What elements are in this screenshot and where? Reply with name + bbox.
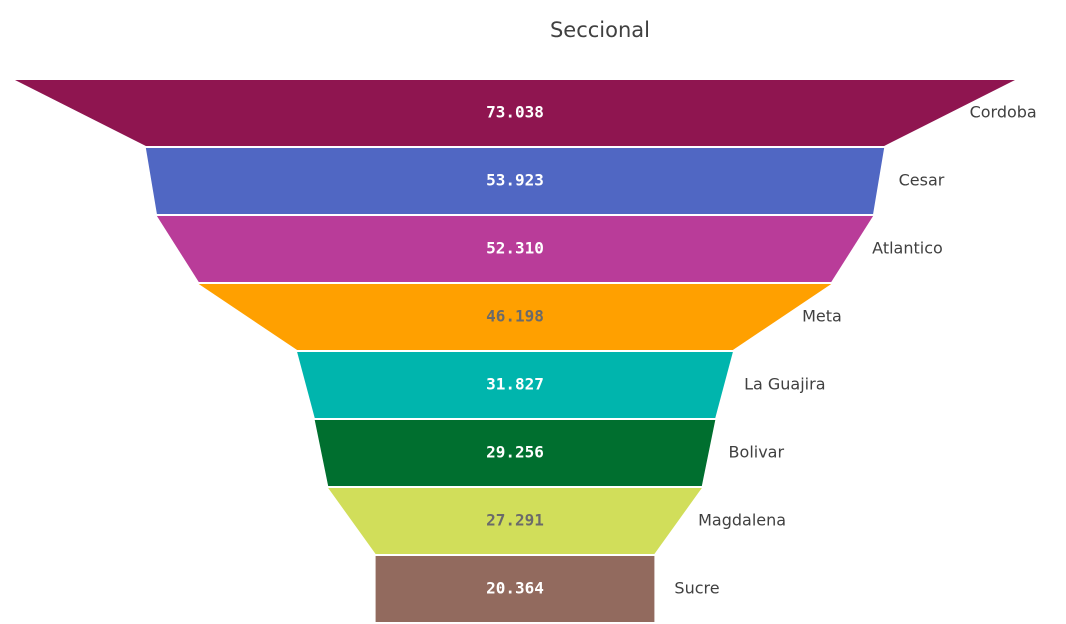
value-label: 29.256	[486, 443, 544, 462]
funnel-segment-bolivar	[314, 420, 716, 486]
category-label: Meta	[802, 307, 842, 326]
value-label: 27.291	[486, 511, 544, 530]
category-label: Atlantico	[872, 239, 943, 258]
category-label: Sucre	[674, 579, 719, 598]
category-label: Magdalena	[698, 511, 786, 530]
value-label: 20.364	[486, 579, 544, 598]
funnel-segment-magdalena	[328, 488, 702, 554]
value-label: 52.310	[486, 239, 544, 258]
funnel-segment-atlantico	[156, 216, 874, 282]
category-label: La Guajira	[744, 375, 825, 394]
category-label: Bolivar	[729, 443, 785, 462]
funnel-segment-meta	[198, 284, 832, 350]
funnel-segment-la-guajira	[297, 352, 733, 418]
funnel-segments: 73.038 Cordoba 53.923 Cesar 52.310 Atlantico 4…	[15, 80, 1037, 622]
category-label: Cesar	[899, 171, 945, 190]
funnel-segment-cordoba	[15, 80, 1015, 146]
chart-title: Seccional	[550, 18, 650, 42]
funnel-segment-sucre	[375, 556, 655, 622]
category-label: Cordoba	[970, 103, 1037, 122]
value-label: 46.198	[486, 307, 544, 326]
funnel-segment-cesar	[145, 148, 885, 214]
value-label: 31.827	[486, 375, 544, 394]
value-label: 53.923	[486, 171, 544, 190]
value-label: 73.038	[486, 103, 544, 122]
